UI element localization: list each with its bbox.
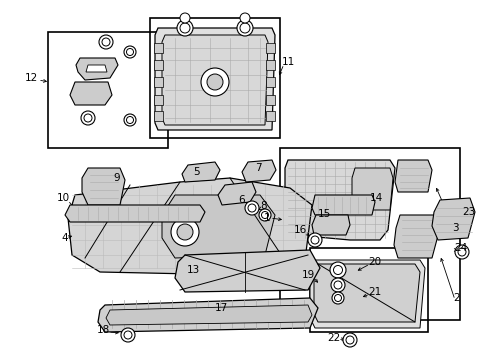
Circle shape xyxy=(201,68,228,96)
Text: 3: 3 xyxy=(451,223,458,233)
Polygon shape xyxy=(182,162,220,182)
Text: 9: 9 xyxy=(113,173,120,183)
Polygon shape xyxy=(265,60,274,70)
Text: 19: 19 xyxy=(301,270,314,280)
Text: 8: 8 xyxy=(260,201,266,211)
Circle shape xyxy=(177,20,193,36)
Polygon shape xyxy=(175,250,319,292)
Text: 12: 12 xyxy=(25,73,38,83)
Polygon shape xyxy=(285,160,394,240)
Polygon shape xyxy=(313,264,419,322)
Polygon shape xyxy=(86,65,107,72)
Text: 20: 20 xyxy=(367,257,380,267)
Polygon shape xyxy=(70,82,112,105)
Text: 17: 17 xyxy=(215,303,228,313)
Circle shape xyxy=(334,294,341,302)
Text: 23: 23 xyxy=(461,207,474,217)
Polygon shape xyxy=(98,298,317,332)
Circle shape xyxy=(244,201,259,215)
Polygon shape xyxy=(155,28,274,130)
Circle shape xyxy=(102,38,110,46)
Text: 7: 7 xyxy=(254,163,261,173)
Circle shape xyxy=(329,262,346,278)
Polygon shape xyxy=(242,160,275,182)
Text: 15: 15 xyxy=(317,209,330,219)
Polygon shape xyxy=(154,111,163,121)
Polygon shape xyxy=(265,111,274,121)
Polygon shape xyxy=(68,178,311,275)
Circle shape xyxy=(331,292,343,304)
Polygon shape xyxy=(76,58,118,80)
Circle shape xyxy=(81,111,95,125)
Circle shape xyxy=(177,224,193,240)
Polygon shape xyxy=(154,95,163,105)
Circle shape xyxy=(99,35,113,49)
Polygon shape xyxy=(65,205,204,222)
Circle shape xyxy=(171,218,199,246)
Text: 10: 10 xyxy=(57,193,70,203)
Polygon shape xyxy=(265,43,274,53)
Text: 13: 13 xyxy=(186,265,200,275)
Text: 21: 21 xyxy=(367,287,381,297)
Circle shape xyxy=(206,74,223,90)
Polygon shape xyxy=(351,168,392,210)
Circle shape xyxy=(124,331,132,339)
Circle shape xyxy=(333,281,341,289)
Polygon shape xyxy=(106,305,311,325)
Text: 11: 11 xyxy=(282,57,295,67)
Circle shape xyxy=(330,278,345,292)
Circle shape xyxy=(240,13,249,23)
Circle shape xyxy=(124,114,136,126)
Circle shape xyxy=(240,23,249,33)
Polygon shape xyxy=(154,77,163,87)
Circle shape xyxy=(259,209,270,221)
Polygon shape xyxy=(154,60,163,70)
Circle shape xyxy=(310,236,318,244)
Polygon shape xyxy=(162,195,274,258)
Polygon shape xyxy=(311,195,374,215)
Text: 24: 24 xyxy=(453,243,467,253)
Circle shape xyxy=(342,333,356,347)
Circle shape xyxy=(84,114,92,122)
Circle shape xyxy=(180,13,190,23)
Circle shape xyxy=(247,204,256,212)
Text: 4: 4 xyxy=(61,233,68,243)
Circle shape xyxy=(126,49,133,55)
Polygon shape xyxy=(309,260,424,328)
Text: 6: 6 xyxy=(238,195,244,205)
Polygon shape xyxy=(393,215,439,258)
Circle shape xyxy=(126,117,133,123)
Text: 2: 2 xyxy=(452,293,459,303)
Text: 18: 18 xyxy=(97,325,110,335)
Circle shape xyxy=(180,23,190,33)
Circle shape xyxy=(457,248,465,256)
Circle shape xyxy=(237,20,252,36)
Text: 16: 16 xyxy=(293,225,306,235)
Circle shape xyxy=(307,233,321,247)
Polygon shape xyxy=(311,215,349,235)
Circle shape xyxy=(454,245,468,259)
Polygon shape xyxy=(265,77,274,87)
Text: 14: 14 xyxy=(369,193,383,203)
Polygon shape xyxy=(218,182,256,205)
Polygon shape xyxy=(431,198,474,240)
Circle shape xyxy=(121,328,135,342)
Text: 1: 1 xyxy=(263,213,269,223)
Polygon shape xyxy=(154,43,163,53)
Circle shape xyxy=(124,46,136,58)
Polygon shape xyxy=(162,35,267,125)
Circle shape xyxy=(333,266,342,274)
Circle shape xyxy=(346,336,353,344)
Polygon shape xyxy=(265,95,274,105)
Text: 22: 22 xyxy=(326,333,339,343)
Text: 5: 5 xyxy=(193,167,200,177)
Polygon shape xyxy=(82,168,125,205)
Polygon shape xyxy=(394,160,431,192)
Circle shape xyxy=(261,211,268,219)
